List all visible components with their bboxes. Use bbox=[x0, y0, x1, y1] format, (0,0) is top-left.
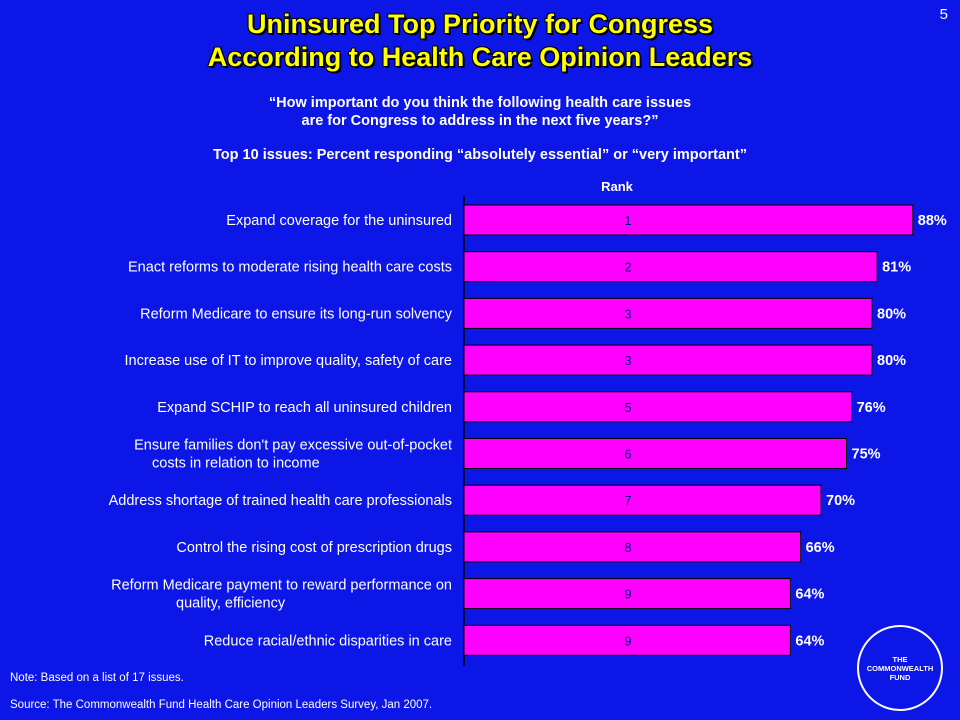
data-label: 64% bbox=[795, 587, 824, 603]
rank-label: 8 bbox=[624, 540, 631, 555]
bar bbox=[463, 438, 847, 469]
source-citation: Source: The Commonwealth Fund Health Car… bbox=[10, 699, 433, 711]
category-label: Address shortage of trained health care … bbox=[109, 493, 452, 509]
page-number: 5 bbox=[939, 6, 948, 23]
rank-label: 7 bbox=[624, 493, 631, 508]
chart-subtitle: Top 10 issues: Percent responding “absol… bbox=[213, 147, 747, 163]
data-label: 76% bbox=[857, 400, 886, 416]
bar bbox=[463, 484, 822, 516]
bar bbox=[463, 344, 873, 376]
data-label: 70% bbox=[826, 493, 855, 509]
data-label: 66% bbox=[806, 540, 835, 556]
bar bbox=[463, 297, 873, 329]
data-label: 75% bbox=[852, 447, 881, 463]
bar bbox=[463, 531, 802, 563]
category-label: Increase use of IT to improve quality, s… bbox=[125, 353, 452, 369]
category-label: Reduce racial/ethnic disparities in care bbox=[204, 633, 452, 649]
category-label: Reform Medicare to ensure its long-run s… bbox=[140, 306, 453, 322]
category-label: costs in relation to income bbox=[152, 456, 320, 472]
bar bbox=[463, 624, 791, 656]
slide-title: Uninsured Top Priority for Congress Acco… bbox=[0, 8, 960, 74]
logo-line-1: THE bbox=[892, 654, 908, 664]
category-label: Expand coverage for the uninsured bbox=[226, 213, 452, 229]
rank-label: 6 bbox=[624, 447, 631, 462]
category-label: Reform Medicare payment to reward perfor… bbox=[111, 578, 452, 594]
logo-line-2: COMMONWEALTH bbox=[866, 663, 934, 673]
rank-label: 5 bbox=[624, 400, 631, 415]
bar bbox=[463, 391, 853, 423]
rank-label: 3 bbox=[624, 353, 631, 368]
bar bbox=[463, 578, 791, 610]
rank-label: 1 bbox=[624, 213, 631, 228]
commonwealth-fund-logo: THE COMMONWEALTH FUND bbox=[857, 625, 943, 711]
data-label: 80% bbox=[877, 306, 906, 322]
title-line-1: Uninsured Top Priority for Congress bbox=[246, 9, 714, 39]
category-label: Ensure families don't pay excessive out-… bbox=[134, 438, 452, 454]
data-label: 80% bbox=[877, 353, 906, 369]
question-line-1: “How important do you think the followin… bbox=[268, 95, 692, 111]
survey-question: “How important do you think the followin… bbox=[0, 94, 960, 130]
category-label: Expand SCHIP to reach all uninsured chil… bbox=[157, 400, 452, 416]
bar bbox=[463, 204, 914, 236]
rank-label: 3 bbox=[624, 306, 631, 321]
question-line-2: are for Congress to address in the next … bbox=[301, 113, 659, 129]
rank-label: 9 bbox=[624, 633, 631, 648]
category-label: Control the rising cost of prescription … bbox=[176, 540, 452, 556]
data-label: 64% bbox=[795, 633, 824, 649]
logo-line-3: FUND bbox=[889, 672, 911, 682]
bar bbox=[463, 251, 878, 283]
data-label: 81% bbox=[882, 260, 911, 276]
rank-label: 2 bbox=[624, 260, 631, 275]
rank-label: 9 bbox=[624, 587, 631, 602]
footnote: Note: Based on a list of 17 issues. bbox=[10, 672, 184, 684]
data-label: 88% bbox=[918, 213, 947, 229]
rank-header: Rank bbox=[601, 179, 634, 194]
category-label: quality, efficiency bbox=[176, 596, 286, 612]
title-line-2: According to Health Care Opinion Leaders bbox=[207, 42, 753, 72]
category-label: Enact reforms to moderate rising health … bbox=[128, 260, 452, 276]
